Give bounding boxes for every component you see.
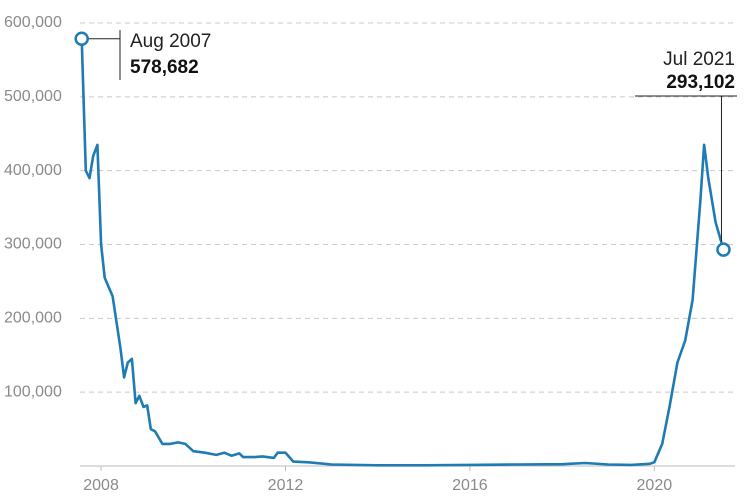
annotation-value: 578,682 (130, 57, 199, 78)
x-tick-label: 2020 (637, 477, 673, 494)
x-tick-label: 2012 (268, 477, 304, 494)
y-tick-label: 100,000 (4, 383, 62, 400)
y-tick-label: 400,000 (4, 162, 62, 179)
y-tick-label: 200,000 (4, 310, 62, 327)
annotation-date: Aug 2007 (130, 31, 211, 52)
annotation-value: 293,102 (666, 72, 735, 93)
x-tick-label: 2008 (83, 477, 119, 494)
end-marker (74, 31, 89, 46)
y-tick-label: 500,000 (4, 88, 62, 105)
y-tick-label: 600,000 (4, 14, 62, 31)
x-tick-label: 2016 (452, 477, 488, 494)
data-line (80, 38, 725, 467)
annotation-date: Jul 2021 (663, 49, 735, 70)
end-marker (716, 242, 731, 257)
y-tick-label: 300,000 (4, 236, 62, 253)
